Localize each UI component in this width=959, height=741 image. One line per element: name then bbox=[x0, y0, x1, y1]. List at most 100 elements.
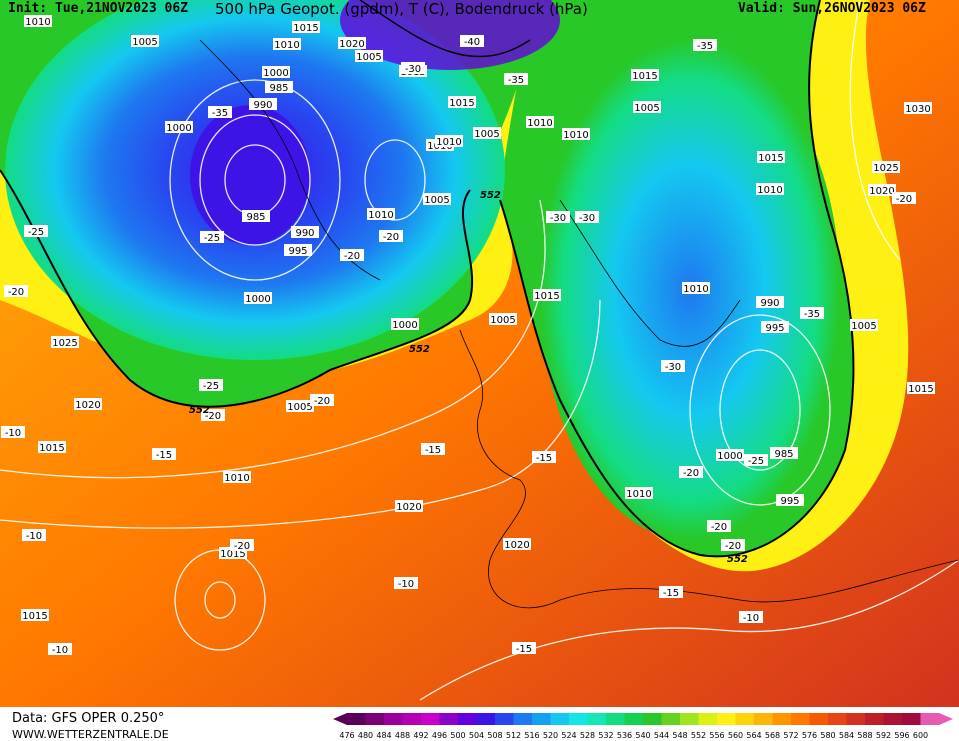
colorbar-swatch bbox=[476, 713, 496, 725]
contour-552-label: 552 bbox=[480, 190, 501, 201]
svg-text:1010: 1010 bbox=[368, 210, 393, 221]
isobar-label: 1015 bbox=[757, 151, 785, 164]
temperature-label: -15 bbox=[152, 448, 176, 461]
contour-552-label: 552 bbox=[727, 554, 748, 565]
colorbar-swatch bbox=[550, 713, 570, 725]
svg-text:-20: -20 bbox=[725, 541, 741, 552]
temperature-label: -20 bbox=[721, 539, 745, 552]
colorbar-tick: 588 bbox=[857, 731, 872, 740]
footer: Data: GFS OPER 0.250° WWW.WETTERZENTRALE… bbox=[0, 707, 959, 741]
isobar bbox=[0, 299, 601, 529]
temperature-label: -15 bbox=[659, 586, 683, 599]
temperature-label: -35 bbox=[504, 73, 528, 86]
isobar-label: 1005 bbox=[423, 193, 451, 206]
temperature-label: -20 bbox=[707, 520, 731, 533]
svg-text:985: 985 bbox=[774, 449, 793, 460]
svg-text:-25: -25 bbox=[203, 381, 219, 392]
temperature-label: -25 bbox=[199, 379, 223, 392]
svg-text:-20: -20 bbox=[683, 468, 699, 479]
temperature-label: -10 bbox=[394, 577, 418, 590]
isobar-label: 1025 bbox=[872, 161, 900, 174]
isobar-label: 1020 bbox=[74, 398, 102, 411]
isobar-label: 1010 bbox=[526, 116, 554, 129]
svg-text:1010: 1010 bbox=[626, 489, 651, 500]
isobar-label: 995 bbox=[776, 494, 804, 507]
colorbar-swatch bbox=[402, 713, 422, 725]
isobar bbox=[169, 79, 341, 281]
svg-text:990: 990 bbox=[760, 298, 779, 309]
svg-text:1015: 1015 bbox=[293, 23, 318, 34]
colorbar-swatch bbox=[569, 713, 588, 725]
coastline bbox=[459, 329, 561, 609]
svg-text:995: 995 bbox=[780, 496, 799, 507]
svg-text:-20: -20 bbox=[8, 287, 24, 298]
isobar-label: 1015 bbox=[21, 609, 49, 622]
isobar-label: 1010 bbox=[625, 487, 653, 500]
isobar-label: 1020 bbox=[868, 184, 896, 197]
colorbar-swatch bbox=[458, 713, 477, 725]
svg-text:1010: 1010 bbox=[757, 185, 782, 196]
isobar-label: 1015 bbox=[448, 96, 476, 109]
colorbar-swatch bbox=[661, 713, 681, 725]
svg-text:-30: -30 bbox=[579, 213, 595, 224]
colorbar-tick: 524 bbox=[561, 731, 576, 740]
svg-text:1010: 1010 bbox=[274, 40, 299, 51]
isobar-label: 1000 bbox=[165, 121, 193, 134]
svg-text:1005: 1005 bbox=[634, 103, 659, 114]
isobar-label: 1015 bbox=[533, 289, 561, 302]
svg-text:1010: 1010 bbox=[224, 473, 249, 484]
isobar bbox=[204, 581, 236, 619]
colorbar-swatch bbox=[513, 713, 533, 725]
isobar bbox=[689, 314, 831, 506]
map-canvas: 1010 1015 1020 1005 1010 1000 985 990 1000 985 100… bbox=[0, 0, 959, 707]
isobar bbox=[719, 349, 801, 471]
svg-text:985: 985 bbox=[246, 212, 265, 223]
colorbar-tick: 512 bbox=[506, 731, 521, 740]
isobar-label: 1005 bbox=[286, 400, 314, 413]
svg-text:1020: 1020 bbox=[504, 540, 529, 551]
svg-text:-30: -30 bbox=[550, 213, 566, 224]
svg-text:-35: -35 bbox=[697, 41, 713, 52]
trough-core bbox=[190, 105, 310, 245]
colorbar-tick: 548 bbox=[672, 731, 687, 740]
svg-text:-15: -15 bbox=[156, 450, 172, 461]
svg-text:-35: -35 bbox=[804, 309, 820, 320]
temperature-label: -25 bbox=[24, 225, 48, 238]
isobar-label: 1025 bbox=[51, 336, 79, 349]
colorbar-swatch bbox=[735, 713, 755, 725]
svg-text:1010: 1010 bbox=[527, 118, 552, 129]
colorbar-swatch bbox=[772, 713, 792, 725]
svg-text:1015: 1015 bbox=[449, 98, 474, 109]
colorbar-swatch bbox=[643, 713, 662, 725]
colorbar-swatch bbox=[532, 713, 551, 725]
svg-text:1015: 1015 bbox=[632, 71, 657, 82]
isobar-label: 1005 bbox=[131, 35, 159, 48]
colorbar-tick: 564 bbox=[746, 731, 761, 740]
isobar-label: 1010 bbox=[682, 282, 710, 295]
svg-text:-15: -15 bbox=[536, 453, 552, 464]
svg-text:985: 985 bbox=[269, 83, 288, 94]
svg-text:1000: 1000 bbox=[263, 68, 288, 79]
svg-text:1010: 1010 bbox=[436, 137, 461, 148]
isobar-label: 1015 bbox=[631, 69, 659, 82]
isobar-label: 1005 bbox=[355, 50, 383, 63]
isobar-label: 1010 bbox=[756, 183, 784, 196]
temperature-label: -10 bbox=[48, 643, 72, 656]
svg-text:1015: 1015 bbox=[22, 611, 47, 622]
colorbar-swatch bbox=[902, 713, 921, 725]
colorbar-swatch bbox=[809, 713, 829, 725]
data-source: Data: GFS OPER 0.250° bbox=[12, 711, 165, 726]
isobar-label: 1010 bbox=[435, 135, 463, 148]
colorbar-swatch bbox=[587, 713, 607, 725]
colorbar-tick: 544 bbox=[654, 731, 669, 740]
svg-text:1005: 1005 bbox=[424, 195, 449, 206]
colorbar-tick: 520 bbox=[543, 731, 558, 740]
colorbar-tick: 600 bbox=[913, 731, 928, 740]
colorbar-swatch bbox=[606, 713, 625, 725]
contour-north bbox=[359, 0, 531, 58]
temperature-label: -15 bbox=[421, 443, 445, 456]
colorbar-swatch bbox=[624, 713, 644, 725]
temperature-label: -15 bbox=[512, 642, 536, 655]
colorbar-swatch bbox=[421, 713, 440, 725]
colorbar-tick: 556 bbox=[709, 731, 724, 740]
